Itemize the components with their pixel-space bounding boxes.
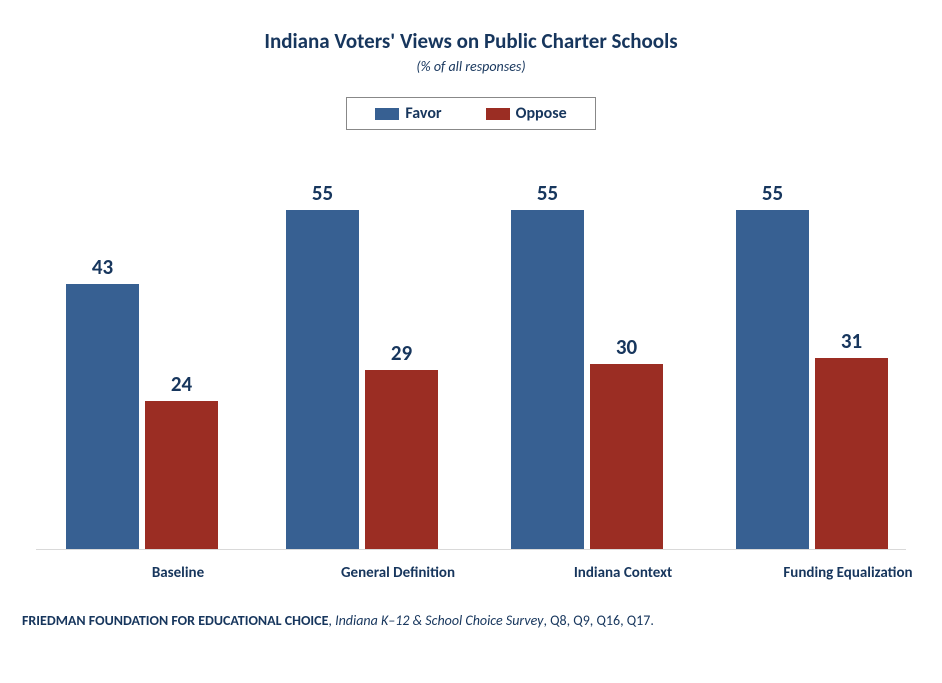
bar-favor-3: 55 (736, 210, 809, 549)
footnote-org: FRIEDMAN FOUNDATION FOR EDUCATIONAL CHOI… (22, 612, 328, 629)
bar-label-favor-0: 43 (66, 254, 139, 280)
chart-subtitle: (% of all responses) (416, 58, 525, 75)
legend-label-oppose: Oppose (516, 104, 567, 123)
title-suffix: on Public Charter Schools (452, 28, 678, 54)
bar-label-favor-3: 55 (736, 180, 809, 206)
x-label-0: Baseline (88, 564, 268, 582)
bar-label-oppose-3: 31 (815, 328, 888, 354)
footnote-refs: , Q8, Q9, Q16, Q17. (543, 612, 653, 629)
footnote: FRIEDMAN FOUNDATION FOR EDUCATIONAL CHOI… (20, 612, 922, 629)
legend-swatch-favor (375, 108, 399, 120)
bar-group-0: 43 24 (66, 284, 218, 549)
x-label-2: Indiana Context (533, 564, 713, 582)
bar-label-favor-1: 55 (286, 180, 359, 206)
x-label-1: General Definition (308, 564, 488, 582)
footnote-source: Indiana K–12 & School Choice Survey (335, 612, 543, 629)
bar-group-1: 55 29 (286, 210, 438, 549)
legend-item-favor: Favor (375, 104, 441, 123)
legend: Favor Oppose (346, 97, 595, 130)
bar-label-oppose-0: 24 (145, 371, 218, 397)
bar-group-3: 55 31 (736, 210, 888, 549)
title-bold: Views (400, 28, 452, 54)
plot-area: 43 24 55 29 55 30 55 (36, 180, 906, 550)
bar-label-favor-2: 55 (511, 180, 584, 206)
bar-oppose-0: 24 (145, 401, 218, 549)
chart-title: Indiana Voters' Views on Public Charter … (264, 28, 677, 54)
bar-favor-1: 55 (286, 210, 359, 549)
bar-group-2: 55 30 (511, 210, 663, 549)
bar-favor-2: 55 (511, 210, 584, 549)
bar-oppose-2: 30 (590, 364, 663, 549)
legend-label-favor: Favor (405, 104, 441, 123)
x-axis-labels: Baseline General Definition Indiana Cont… (36, 564, 906, 586)
bar-oppose-3: 31 (815, 358, 888, 549)
bar-label-oppose-1: 29 (365, 340, 438, 366)
bar-label-oppose-2: 30 (590, 334, 663, 360)
legend-item-oppose: Oppose (486, 104, 567, 123)
bar-favor-0: 43 (66, 284, 139, 549)
bar-oppose-1: 29 (365, 370, 438, 549)
x-label-3: Funding Equalization (758, 564, 938, 582)
legend-swatch-oppose (486, 108, 510, 120)
chart-container: Indiana Voters' Views on Public Charter … (0, 0, 942, 683)
title-prefix: Indiana Voters' (264, 28, 400, 54)
